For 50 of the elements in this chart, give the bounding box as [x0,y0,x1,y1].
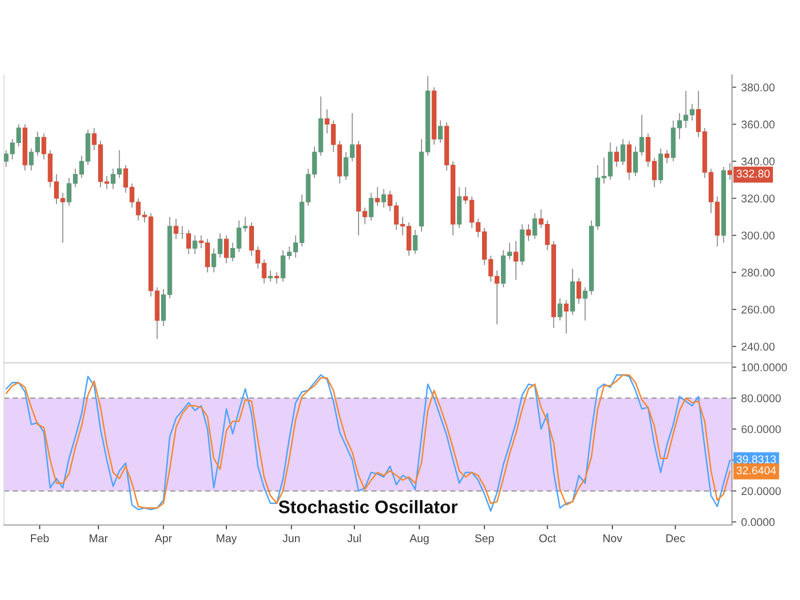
candlestick [558,298,562,322]
candlestick [375,186,380,206]
candlestick [620,138,626,166]
candlestick [728,162,732,180]
candlestick [224,234,229,264]
x-tick-label: Jun [282,534,300,542]
x-tick-label: Mar [90,534,108,542]
y-tick-label: 0.0000 [741,518,775,526]
candlestick [268,270,273,282]
x-tick-label: Aug [410,534,429,544]
x-tick-label: Oct [539,534,556,542]
annotation: 39.8313 [736,455,776,464]
x-tick-label: May [216,534,237,544]
candlestick [192,234,198,254]
x-tick-label: Jul [347,534,361,542]
y-tick-label: 60.0000 [742,425,781,434]
y-tick-label: 240.00 [742,342,775,351]
x-tick-label: Nov [603,534,622,542]
y-tick-label: 340.00 [741,158,775,166]
candlestick [532,212,538,240]
y-tick-label: 80.0000 [742,394,781,402]
candlestick [174,218,178,240]
y-tick-label: 260.00 [742,306,775,314]
x-tick-label: Apr [154,534,172,544]
candlestick [576,277,582,304]
candlestick [274,272,280,284]
y-tick-label: 280.00 [742,268,775,277]
x-tick-label: Dec [666,534,685,542]
candlestick [438,120,443,144]
text: Stochastic Oscillator [278,500,458,514]
candlestick [526,224,531,242]
y-tick-label: 360.00 [741,120,775,128]
candlestick [186,229,191,254]
candlestick [614,146,619,168]
annotation: 32.6404 [736,466,776,474]
candlestick [664,150,670,164]
x-tick-label: Sep [475,534,494,544]
candlestick [514,240,518,280]
candlestick [368,192,374,222]
y-tick-label: 300.00 [741,232,775,240]
candlestick [180,226,185,240]
candlestick [412,229,418,254]
y-tick-label: 380.00 [741,83,775,92]
y-tick-label: 100.0000 [742,363,787,372]
annotation: 332.80 [736,170,770,178]
candlestick [564,300,569,334]
y-tick-label: 20.0000 [742,487,781,496]
y-tick-label: 320.00 [741,194,775,202]
x-tick-label: Feb [31,534,49,542]
candlestick [381,188,386,208]
